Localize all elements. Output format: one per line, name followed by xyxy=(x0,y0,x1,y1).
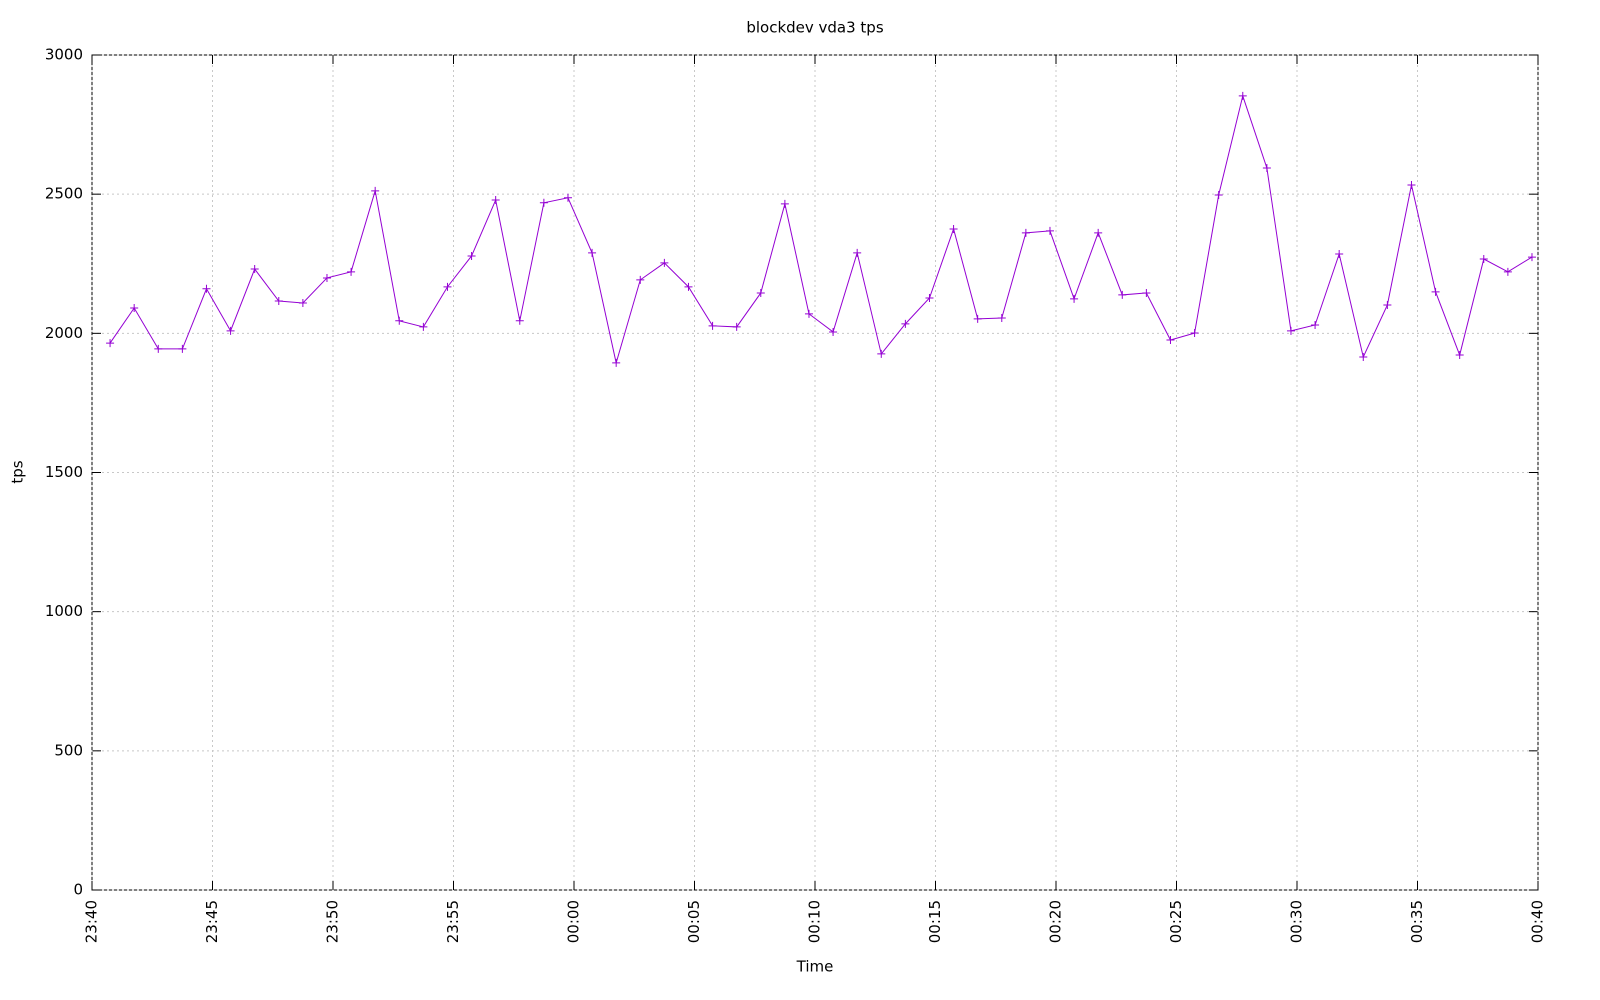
data-point xyxy=(1118,290,1127,299)
x-tick-label: 23:40 xyxy=(83,900,101,943)
data-point xyxy=(684,282,693,291)
y-tick-label: 2500 xyxy=(45,185,83,203)
data-point xyxy=(539,198,548,207)
x-axis-label: Time xyxy=(796,958,834,976)
data-point xyxy=(612,358,621,367)
x-tick-label: 00:00 xyxy=(565,900,583,943)
data-point xyxy=(1527,253,1536,262)
data-point xyxy=(756,288,765,297)
data-point xyxy=(588,248,597,257)
data-point xyxy=(202,284,211,293)
data-point xyxy=(274,297,283,306)
y-tick-label: 3000 xyxy=(45,46,83,64)
data-point xyxy=(371,186,380,195)
x-tick-label: 00:05 xyxy=(685,900,703,943)
data-point xyxy=(1383,300,1392,309)
x-tick-label: 00:10 xyxy=(806,900,824,943)
data-point xyxy=(1311,320,1320,329)
data-point xyxy=(1335,250,1344,259)
data-point xyxy=(1286,326,1295,335)
data-point xyxy=(973,314,982,323)
x-tick-label: 23:45 xyxy=(203,900,221,943)
data-point xyxy=(298,298,307,307)
data-point xyxy=(322,273,331,282)
data-point xyxy=(491,196,500,205)
y-tick-label: 500 xyxy=(54,741,83,759)
data-point xyxy=(997,314,1006,323)
data-point xyxy=(1431,287,1440,296)
data-point xyxy=(226,326,235,335)
data-point xyxy=(1407,180,1416,189)
data-point xyxy=(419,322,428,331)
data-point xyxy=(1359,352,1368,361)
y-tick-label: 1000 xyxy=(45,602,83,620)
data-point xyxy=(780,199,789,208)
data-point xyxy=(1479,255,1488,264)
data-point xyxy=(804,309,813,318)
data-point xyxy=(1455,351,1464,360)
data-point xyxy=(732,322,741,331)
data-point xyxy=(1094,228,1103,237)
data-point xyxy=(925,293,934,302)
data-point xyxy=(1262,164,1271,173)
data-point xyxy=(829,327,838,336)
data-point xyxy=(1166,336,1175,345)
data-point xyxy=(636,275,645,284)
data-point xyxy=(877,349,886,358)
data-point xyxy=(1503,267,1512,276)
data-point xyxy=(1021,228,1030,237)
data-point xyxy=(515,316,524,325)
y-axis-label: tps xyxy=(9,460,27,483)
x-tick-label: 00:15 xyxy=(926,900,944,943)
data-point xyxy=(708,321,717,330)
data-point xyxy=(395,316,404,325)
data-point xyxy=(853,248,862,257)
data-point xyxy=(1238,91,1247,100)
y-tick-label: 0 xyxy=(73,881,83,899)
data-point xyxy=(563,193,572,202)
y-tick-label: 2000 xyxy=(45,324,83,342)
y-tick-label: 1500 xyxy=(45,463,83,481)
x-tick-label: 23:55 xyxy=(444,900,462,943)
data-point xyxy=(1070,294,1079,303)
data-point xyxy=(130,304,139,313)
x-tick-label: 00:35 xyxy=(1408,900,1426,943)
x-tick-label: 00:20 xyxy=(1047,900,1065,943)
data-point xyxy=(250,265,259,274)
data-point xyxy=(660,258,669,267)
x-tick-label: 23:50 xyxy=(324,900,342,943)
data-point xyxy=(106,339,115,348)
data-point xyxy=(1190,329,1199,338)
data-point xyxy=(1142,288,1151,297)
data-point xyxy=(1045,226,1054,235)
x-tick-label: 00:40 xyxy=(1529,900,1547,943)
data-point xyxy=(1214,191,1223,200)
data-point xyxy=(949,224,958,233)
data-point xyxy=(178,344,187,353)
chart-title: blockdev vda3 tps xyxy=(746,19,883,37)
x-tick-label: 00:25 xyxy=(1167,900,1185,943)
data-point xyxy=(467,251,476,260)
data-point xyxy=(901,319,910,328)
data-point xyxy=(347,267,356,276)
data-point xyxy=(154,344,163,353)
data-line xyxy=(109,94,1533,363)
x-tick-label: 00:30 xyxy=(1288,900,1306,943)
data-point xyxy=(443,282,452,291)
